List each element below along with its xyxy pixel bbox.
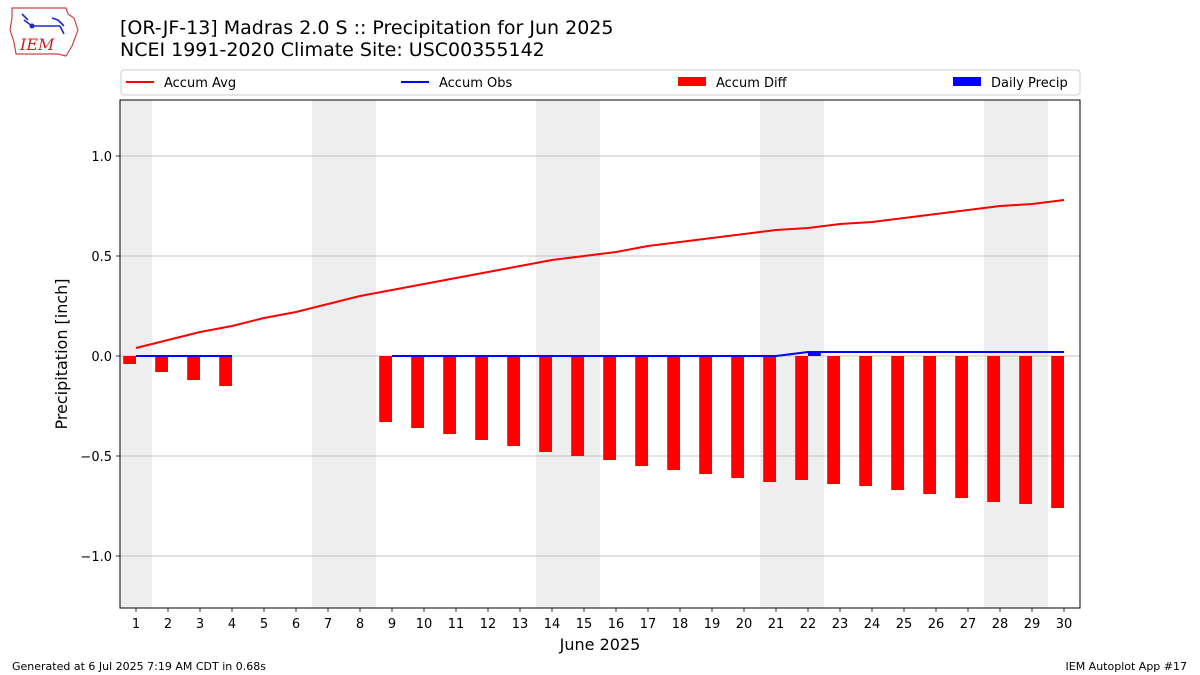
x-tick-label: 26 — [928, 617, 945, 632]
accum-diff-bar-18 — [667, 356, 680, 470]
accum-diff-bar-13 — [507, 356, 520, 446]
legend-box — [120, 69, 1081, 96]
x-tick-label: 10 — [416, 617, 433, 632]
y-tick-label: 0.5 — [91, 250, 112, 265]
weekend-band-0 — [120, 100, 152, 608]
weekend-band-2 — [536, 100, 600, 608]
x-tick-label: 8 — [356, 617, 364, 632]
x-tick-label: 16 — [608, 617, 625, 632]
daily-precip-bar-22 — [808, 352, 821, 356]
x-tick-label: 21 — [768, 617, 785, 632]
x-tick-label: 15 — [576, 617, 593, 632]
accum-diff-bar-22 — [795, 356, 808, 480]
footer-generated: Generated at 6 Jul 2025 7:19 AM CDT in 0… — [12, 660, 266, 673]
accum-diff-bar-19 — [699, 356, 712, 474]
accum-diff-bar-12 — [475, 356, 488, 440]
y-tick-label: 0.0 — [91, 350, 112, 365]
accum-diff-bar-26 — [923, 356, 936, 494]
weekend-band-4 — [984, 100, 1048, 608]
x-tick-label: 14 — [544, 617, 561, 632]
x-tick-label: 1 — [132, 617, 140, 632]
y-tick-label: −1.0 — [80, 550, 112, 565]
accum-diff-bar-25 — [891, 356, 904, 490]
x-tick-label: 12 — [480, 617, 497, 632]
svg-text:IEM: IEM — [19, 35, 55, 54]
accum-diff-bar-4 — [219, 356, 232, 386]
legend-label-1: Accum Obs — [439, 76, 512, 91]
x-tick-label: 18 — [672, 617, 689, 632]
legend-label-3: Daily Precip — [991, 76, 1068, 91]
x-tick-label: 3 — [196, 617, 204, 632]
accum-diff-bar-1 — [123, 356, 136, 364]
x-tick-label: 29 — [1024, 617, 1041, 632]
x-tick-label: 28 — [992, 617, 1009, 632]
accum-diff-bar-23 — [827, 356, 840, 484]
accum-diff-bar-30 — [1051, 356, 1064, 508]
accum-diff-bar-9 — [379, 356, 392, 422]
x-tick-label: 17 — [640, 617, 657, 632]
accum-diff-bar-29 — [1019, 356, 1032, 504]
y-axis-label: Precipitation [inch] — [52, 278, 71, 429]
x-tick-label: 27 — [960, 617, 977, 632]
accum-avg-line-segment-0 — [135, 199, 1065, 349]
accum-obs-line-segment-1 — [392, 351, 1064, 357]
x-axis-label: June 2025 — [559, 635, 641, 654]
x-tick-label: 22 — [800, 617, 817, 632]
accum-diff-bar-24 — [859, 356, 872, 486]
accum-diff-bar-3 — [187, 356, 200, 380]
accum-diff-bar-2 — [155, 356, 168, 372]
x-tick-label: 25 — [896, 617, 913, 632]
accum-diff-bar-21 — [763, 356, 776, 482]
accum-diff-bar-27 — [955, 356, 968, 498]
legend-label-2: Accum Diff — [716, 76, 788, 91]
x-tick-label: 7 — [324, 617, 332, 632]
x-tick-label: 5 — [260, 617, 268, 632]
chart-title: [OR-JF-13] Madras 2.0 S :: Precipitation… — [120, 17, 614, 39]
x-tick-label: 20 — [736, 617, 753, 632]
iem-logo: IEM — [9, 7, 79, 57]
x-tick-label: 30 — [1056, 617, 1073, 632]
accum-diff-bar-16 — [603, 356, 616, 460]
x-tick-label: 13 — [512, 617, 529, 632]
footer-app: IEM Autoplot App #17 — [1065, 660, 1188, 673]
x-tick-label: 24 — [864, 617, 881, 632]
accum-diff-bar-15 — [571, 356, 584, 456]
x-tick-label: 19 — [704, 617, 721, 632]
accum-diff-bar-20 — [731, 356, 744, 478]
y-tick-label: −0.5 — [80, 450, 112, 465]
weekend-band-1 — [312, 100, 376, 608]
x-tick-label: 6 — [292, 617, 300, 632]
legend-swatch-2 — [678, 77, 706, 86]
plot-frame — [119, 99, 1081, 609]
legend-swatch-3 — [953, 77, 981, 86]
x-tick-label: 11 — [448, 617, 465, 632]
x-tick-label: 9 — [388, 617, 396, 632]
accum-diff-bar-14 — [539, 356, 552, 452]
chart-subtitle: NCEI 1991-2020 Climate Site: USC00355142 — [120, 39, 545, 61]
accum-diff-bar-17 — [635, 356, 648, 466]
y-tick-label: 1.0 — [91, 150, 112, 165]
legend-label-0: Accum Avg — [164, 76, 236, 91]
accum-diff-bar-10 — [411, 356, 424, 428]
x-tick-label: 2 — [164, 617, 172, 632]
accum-diff-bar-28 — [987, 356, 1000, 502]
accum-diff-bar-11 — [443, 356, 456, 434]
x-tick-label: 4 — [228, 617, 236, 632]
x-tick-label: 23 — [832, 617, 849, 632]
